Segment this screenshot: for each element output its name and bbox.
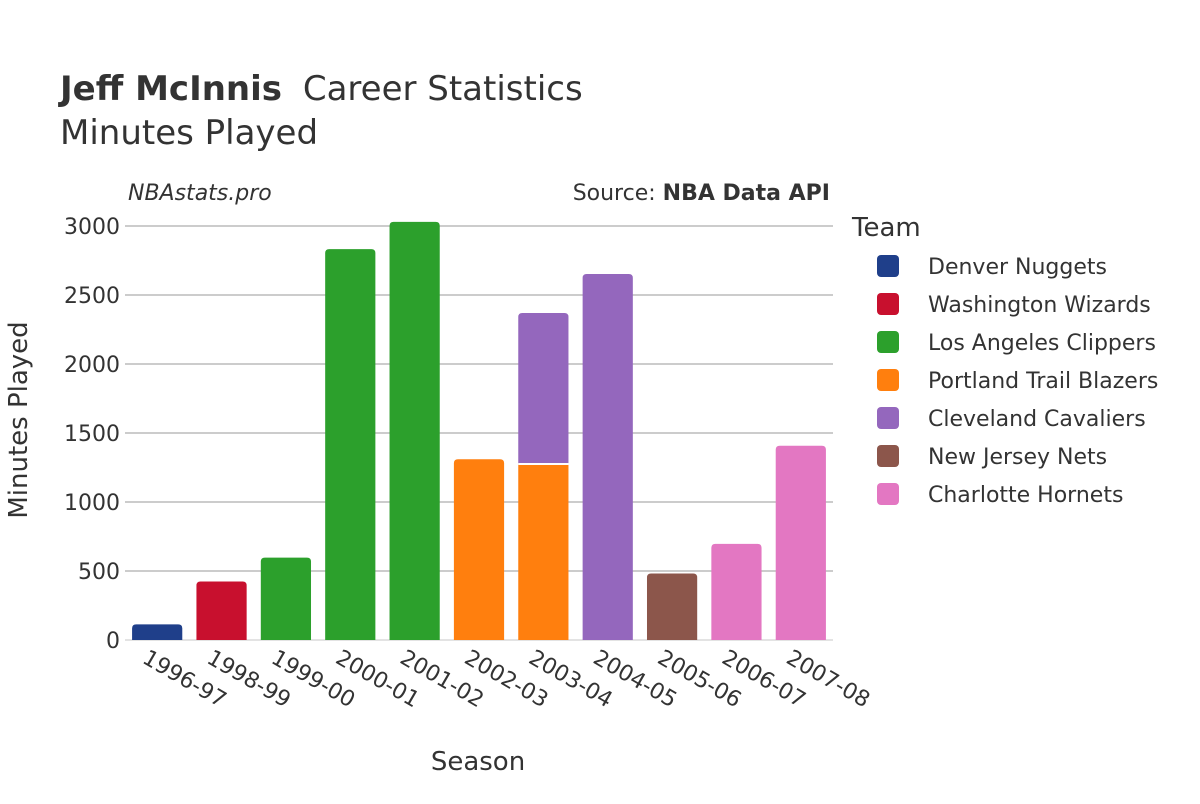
legend-label: Charlotte Hornets [928,483,1123,508]
y-tick-label: 500 [78,560,120,585]
bar-segment [325,249,376,640]
legend: Denver Nuggets Washington Wizards Los Ange… [877,255,1158,508]
legend-label: Denver Nuggets [928,255,1107,280]
y-axis-title: Minutes Played [4,321,34,518]
legend-swatch [877,407,899,429]
y-tick-label: 3000 [64,215,120,240]
chart-subtitle: Minutes Played [60,113,318,153]
bar-segment [711,543,762,640]
bar-segment [775,445,826,640]
y-tick-label: 1000 [64,491,120,516]
legend-title: Team [851,213,921,243]
bars [132,221,826,641]
bar-segment [646,573,698,640]
bar-segment [518,312,569,465]
source-credit: Source: NBA Data API [573,181,830,206]
bar-segment [260,557,312,640]
watermark: NBAstats.pro [128,181,272,206]
y-tick-label: 2000 [64,353,120,378]
chart-title-player: Jeff McInnis [58,69,282,109]
bar-segment [518,464,569,640]
y-tick-label: 0 [106,629,120,654]
y-tick-label: 1500 [64,422,120,447]
chart-title: Jeff McInnis Career Statistics [58,69,583,109]
chart-title-suffix: Career Statistics [303,69,583,109]
source-name: NBA Data API [663,181,830,206]
legend-swatch [877,483,899,505]
legend-swatch [877,445,899,467]
legend-swatch [877,293,899,315]
source-prefix: Source: [573,181,663,206]
bar-segment [132,624,183,640]
legend-swatch [877,331,899,353]
legend-swatch [877,369,899,391]
bar-segment [453,459,505,640]
bar-segment [582,274,633,640]
bar-segment [389,221,440,641]
legend-label: Los Angeles Clippers [928,331,1156,356]
legend-label: Washington Wizards [928,293,1151,318]
legend-label: Cleveland Cavaliers [928,407,1146,432]
y-axis-ticks: 0 500 1000 1500 2000 2500 3000 [64,215,120,654]
legend-swatch [877,255,899,277]
legend-label: Portland Trail Blazers [928,369,1158,394]
x-axis-title: Season [431,747,525,777]
legend-label: New Jersey Nets [928,445,1107,470]
bar-segment [196,581,247,640]
y-tick-label: 2500 [64,284,120,309]
x-axis-ticks: 1996-971998-991999-002000-012001-022002-… [138,646,874,714]
